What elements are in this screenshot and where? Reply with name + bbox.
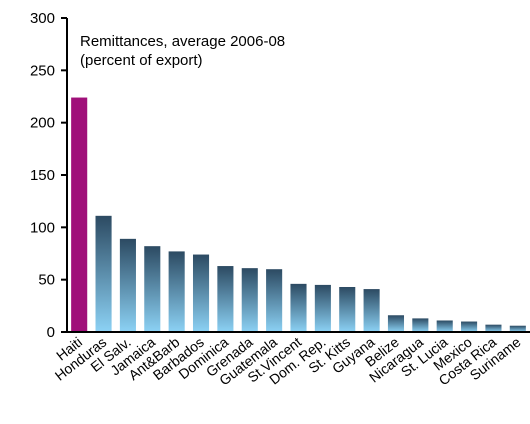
bar: [192, 254, 210, 332]
y-tick-label: 300: [30, 10, 55, 27]
chart-title-line-1: Remittances, average 2006-08: [80, 33, 285, 50]
bar: [266, 269, 283, 332]
y-tick-label: 0: [47, 324, 55, 341]
bar: [387, 315, 405, 332]
y-tick-label: 50: [38, 272, 55, 289]
bar: [217, 266, 234, 332]
bar: [509, 325, 526, 332]
bar: [241, 268, 258, 332]
y-tick-label: 250: [30, 62, 55, 79]
bar: [339, 286, 356, 332]
bar: [168, 251, 185, 332]
bar: [144, 246, 161, 332]
bar: [314, 284, 331, 332]
bar: [461, 321, 478, 332]
y-axis: 0 50 100 150 200 250 300: [30, 10, 68, 341]
bar: [95, 215, 112, 332]
y-tick-label: 150: [30, 167, 55, 184]
bar: [363, 289, 380, 332]
chart-title-line-2: (percent of export): [80, 52, 203, 69]
chart-title: Remittances, average 2006-08 (percent of…: [80, 33, 285, 69]
bar-series: [71, 97, 526, 333]
bar: [71, 97, 88, 333]
y-tick-label: 100: [30, 219, 55, 236]
y-tick-label: 200: [30, 115, 55, 132]
bar: [412, 318, 429, 332]
bar: [119, 238, 136, 332]
bar: [290, 283, 307, 332]
bar: [485, 324, 502, 332]
bar: [436, 320, 453, 332]
